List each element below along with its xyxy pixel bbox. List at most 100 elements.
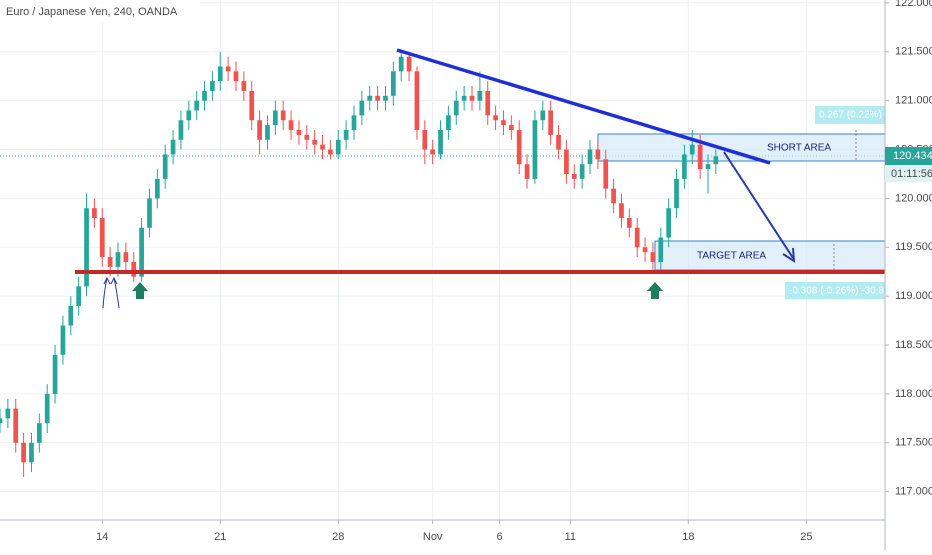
y-tick-label: 122.000 <box>895 0 932 9</box>
price-label: 120.434 <box>893 150 932 162</box>
candle-body <box>225 66 231 72</box>
candle-body <box>186 110 192 121</box>
candle-body <box>107 257 113 267</box>
x-tick-label: Nov <box>423 531 443 543</box>
candle-body <box>60 325 66 355</box>
candle-body <box>257 120 262 140</box>
countdown-tag <box>885 165 932 182</box>
candle-body <box>217 66 223 82</box>
candle-body <box>524 164 530 179</box>
candle-body <box>92 208 97 218</box>
candle-body <box>241 81 247 91</box>
candle-body <box>422 130 428 150</box>
candle-body <box>375 95 380 101</box>
candle-body <box>84 208 89 287</box>
candle-body <box>131 261 137 277</box>
candle-body <box>21 442 26 463</box>
candle-body <box>52 354 58 394</box>
candle-body <box>36 423 42 443</box>
candle-body <box>516 130 522 165</box>
candle-body <box>469 95 475 101</box>
candle-body <box>351 115 357 130</box>
candle-body <box>438 130 443 155</box>
up-marker <box>132 282 148 299</box>
candle-body <box>202 90 207 101</box>
candle-body <box>650 252 656 262</box>
candle-body <box>556 134 561 150</box>
candle-body <box>0 418 3 424</box>
candle-body <box>170 139 176 155</box>
x-tick-label: 6 <box>496 531 502 543</box>
candle-body <box>390 71 396 96</box>
candle-body <box>571 173 577 179</box>
short-measure: 0.267 (0.22%) 26 <box>819 110 896 121</box>
candle-body <box>414 71 420 130</box>
candle-body <box>265 125 270 140</box>
candle-body <box>430 149 436 155</box>
candle-body <box>139 227 144 277</box>
candle-body <box>115 252 121 267</box>
target-area-label: TARGET AREA <box>697 251 766 262</box>
candle-body <box>335 139 341 155</box>
arrow-head <box>782 247 796 263</box>
candle-body <box>249 90 255 121</box>
candle-body <box>477 90 483 101</box>
x-tick-label: 28 <box>332 531 344 543</box>
axes: 117.000 117.500 118.000 118.500 119.000 119.5… <box>96 0 932 543</box>
y-tick-label: 119.000 <box>895 290 932 302</box>
candle-body <box>705 164 711 170</box>
candle-body <box>178 120 184 140</box>
candle-body <box>233 71 239 82</box>
candle-body <box>320 144 325 150</box>
candle-body <box>13 408 19 443</box>
candle-body <box>642 247 648 253</box>
pointer <box>102 276 111 309</box>
candle-body <box>29 442 34 463</box>
y-tick-label: 118.500 <box>895 339 932 351</box>
y-tick-label: 119.500 <box>895 241 932 253</box>
candle-body <box>634 227 640 248</box>
candle-body <box>587 149 593 165</box>
candle-body <box>99 217 105 258</box>
candle-body <box>579 164 585 179</box>
candle-body <box>446 115 451 130</box>
candle-body <box>508 125 514 130</box>
candle-body <box>68 305 74 326</box>
candle-body <box>154 178 160 199</box>
y-tick-label: 117.000 <box>895 486 932 498</box>
candle-body <box>453 100 459 116</box>
candle-body <box>595 149 601 160</box>
candle-body <box>280 110 286 121</box>
candle-body <box>485 90 491 116</box>
candle-body <box>328 149 333 155</box>
candle-body <box>406 56 412 72</box>
short-area-label: SHORT AREA <box>767 143 831 154</box>
candles <box>0 51 719 477</box>
target-measure: -0.308 (-0.26%) -30.8 <box>789 286 884 297</box>
candle-body <box>210 81 215 91</box>
candle-body <box>682 154 687 179</box>
candle-body <box>619 203 624 218</box>
countdown: 01:11:56 <box>891 168 932 180</box>
candle-body <box>162 154 168 179</box>
candle-body <box>398 56 404 72</box>
chart-title: Euro / Japanese Yen, 240, OANDA <box>6 6 178 18</box>
candle-body <box>501 120 506 126</box>
x-tick-label: 18 <box>682 531 694 543</box>
candle-body <box>312 139 318 145</box>
candle-body <box>564 149 569 174</box>
candle-body <box>666 208 672 238</box>
y-tick-label: 121.500 <box>895 46 932 58</box>
candle-body <box>689 144 695 155</box>
candle-body <box>713 156 719 165</box>
x-tick-label: 21 <box>214 531 226 543</box>
candle-body <box>123 252 129 262</box>
candle-body <box>359 100 365 116</box>
candle-body <box>493 115 498 121</box>
candle-body <box>367 95 373 101</box>
y-tick-label: 117.500 <box>895 437 932 449</box>
candle-body <box>343 130 349 140</box>
measure-box <box>815 106 885 124</box>
